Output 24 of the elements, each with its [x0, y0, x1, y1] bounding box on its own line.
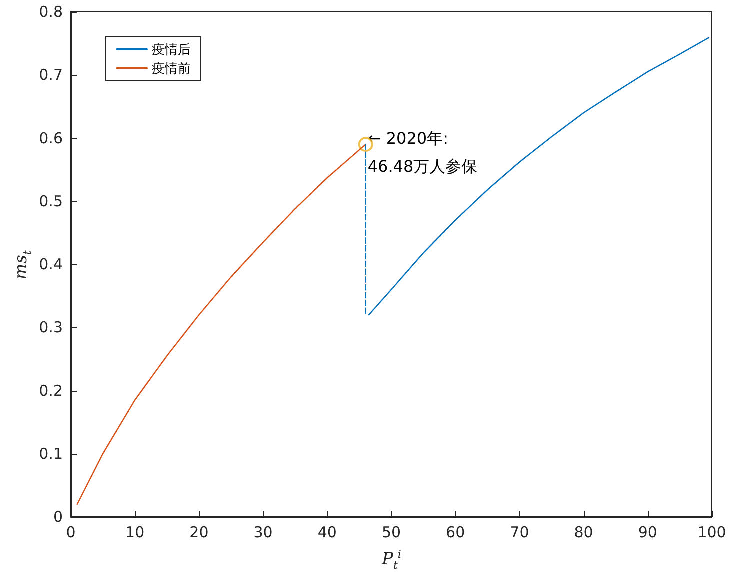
y-tick-label: 0.6: [39, 129, 63, 148]
x-tick-label: 10: [126, 524, 145, 542]
y-tick-label: 0.5: [39, 192, 63, 210]
x-tick-label: 90: [638, 524, 658, 542]
legend-label: 疫情后: [152, 42, 191, 57]
line-series: [368, 37, 710, 316]
y-tick-label: 0.3: [39, 318, 63, 337]
x-tick-label: 50: [382, 524, 402, 542]
y-tick-label: 0.8: [39, 3, 63, 21]
x-tick-label: 0: [66, 524, 76, 542]
y-tick-label: 0: [53, 508, 63, 526]
y-tick-label: 0.1: [39, 444, 63, 463]
x-tick-label: 80: [574, 524, 594, 542]
legend-label: 疫情前: [152, 61, 191, 76]
x-tick-label: 60: [446, 524, 466, 542]
annotation: ← 2020年: 46.48万人参保: [368, 129, 478, 176]
y-tick-label: 0.7: [39, 66, 63, 84]
x-tick-label: 70: [510, 524, 530, 542]
x-tick-label: 30: [254, 524, 273, 542]
y-tick-label: 0.2: [39, 382, 63, 400]
x-tick-label: 100: [698, 524, 726, 542]
y-tick-label: 0.4: [39, 256, 63, 274]
x-tick-label: 20: [190, 524, 209, 542]
x-tick-label: 40: [318, 524, 337, 542]
